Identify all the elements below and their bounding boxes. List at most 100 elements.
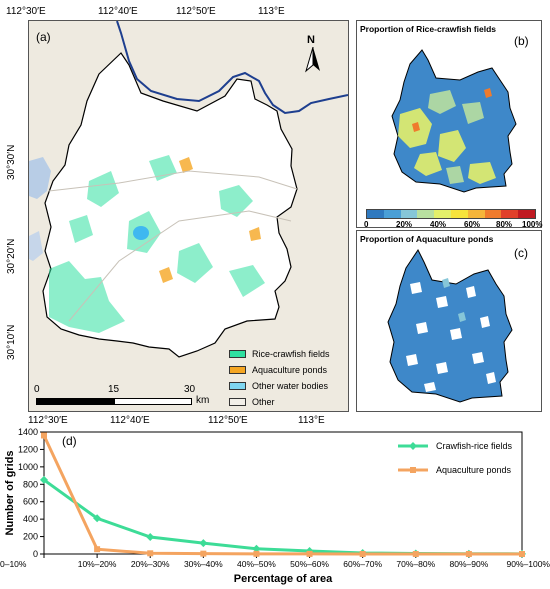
x-tick-label: 70%–80% bbox=[396, 559, 435, 569]
main-map bbox=[29, 21, 348, 411]
y-tick-label: 200 bbox=[23, 532, 38, 542]
legend-swatch bbox=[229, 350, 246, 358]
x-tick-label: 20%–30% bbox=[131, 559, 170, 569]
x-tick-label: 90%–100% bbox=[507, 559, 550, 569]
colorbar-tick: 40% bbox=[430, 220, 447, 229]
panel-label-d: (d) bbox=[62, 434, 77, 448]
data-point bbox=[146, 533, 155, 542]
top-longitude-tick: 113°E bbox=[258, 6, 285, 17]
road bbox=[68, 210, 292, 322]
y-tick-label: 400 bbox=[23, 514, 38, 524]
river bbox=[116, 21, 348, 115]
panel-b-title: Proportion of Rice-crawfish fields bbox=[360, 24, 497, 34]
data-point bbox=[465, 551, 472, 557]
top-longitude-tick: 112°50′E bbox=[176, 6, 216, 17]
panel-c-empty-cells bbox=[406, 282, 496, 392]
panel-label-b: (b) bbox=[514, 34, 529, 48]
data-point bbox=[93, 514, 102, 523]
legend-swatch bbox=[229, 382, 246, 390]
y-axis-label: Number of grids bbox=[4, 451, 16, 536]
colorbar-segment bbox=[450, 210, 468, 218]
legend-label: Crawfish-rice fields bbox=[436, 441, 513, 451]
data-point bbox=[41, 432, 47, 439]
map-legend: Rice-crawfish fields Aquaculture ponds O… bbox=[229, 348, 347, 410]
bottom-longitude-tick: 112°30′E bbox=[28, 415, 68, 426]
panel-b-high-values bbox=[398, 108, 496, 184]
colorbar-tick: 80% bbox=[496, 220, 513, 229]
top-longitude-tick: 112°30′E bbox=[6, 6, 46, 17]
panel-c-map bbox=[387, 249, 513, 403]
scale-label: 30 bbox=[184, 384, 196, 395]
bottom-longitude-tick: 112°40′E bbox=[110, 415, 150, 426]
colorbar-tick: 0 bbox=[364, 220, 369, 229]
data-point bbox=[199, 539, 208, 548]
legend-label: Rice-crawfish fields bbox=[252, 349, 330, 359]
x-tick-label: 30%–40% bbox=[184, 559, 223, 569]
x-tick-label: 50%–60% bbox=[290, 559, 329, 569]
y-tick-label: 1200 bbox=[18, 444, 38, 454]
colorbar-segment bbox=[518, 210, 535, 218]
legend-item-other-water: Other water bodies bbox=[229, 380, 328, 392]
colorbar-tick: 100% bbox=[522, 220, 543, 229]
y-tick-label: 1400 bbox=[18, 428, 38, 437]
y-tick-label: 0 bbox=[33, 549, 38, 559]
scale-label: 15 bbox=[108, 384, 120, 395]
left-latitude-tick: 30°20′N bbox=[6, 238, 17, 274]
scale-label: 0 bbox=[34, 384, 40, 395]
line-chart: 0 200 400 600 800 1000 1200 1400 0–10% 10%–20% 20%… bbox=[0, 428, 550, 585]
x-tick-label: 10%–20% bbox=[78, 559, 117, 569]
panel-label-c: (c) bbox=[514, 246, 528, 260]
y-tick-label: 800 bbox=[23, 479, 38, 489]
legend-label: Other bbox=[252, 397, 275, 407]
data-point bbox=[519, 551, 525, 557]
data-point bbox=[306, 550, 313, 557]
data-point bbox=[200, 550, 207, 557]
scale-bar-black bbox=[36, 398, 116, 405]
colorbar-ticks: 0 20% 40% 60% 80% 100% bbox=[362, 220, 544, 230]
x-tick-label: 40%–50% bbox=[237, 559, 276, 569]
y-tick-label: 600 bbox=[23, 497, 38, 507]
colorbar-segment bbox=[484, 210, 502, 218]
aquaculture-ponds bbox=[159, 157, 261, 283]
data-point bbox=[252, 544, 261, 553]
road bbox=[48, 170, 298, 192]
legend-item-other: Other bbox=[229, 396, 275, 408]
north-arrow: N bbox=[304, 34, 322, 74]
data-point bbox=[147, 550, 154, 557]
colorbar-segment bbox=[367, 210, 384, 218]
legend-label: Aquaculture ponds bbox=[252, 365, 328, 375]
data-point bbox=[253, 550, 260, 557]
colorbar bbox=[366, 209, 536, 219]
colorbar-segment bbox=[467, 210, 485, 218]
scale-bar-white bbox=[114, 398, 192, 405]
data-point bbox=[359, 551, 366, 557]
legend-marker bbox=[409, 442, 417, 450]
colorbar-segment bbox=[434, 210, 451, 218]
lake bbox=[29, 157, 51, 199]
y-tick-label: 1000 bbox=[18, 462, 38, 472]
panel-c-light-cells bbox=[442, 278, 466, 322]
data-point bbox=[412, 551, 419, 557]
north-label: N bbox=[307, 34, 315, 46]
x-tick-label: 0–10% bbox=[0, 559, 27, 569]
lake bbox=[29, 231, 43, 261]
other-water-body bbox=[133, 226, 149, 240]
colorbar-tick: 60% bbox=[464, 220, 481, 229]
legend-item-rice-crawfish: Rice-crawfish fields bbox=[229, 348, 330, 360]
data-point bbox=[94, 546, 101, 553]
colorbar-tick: 20% bbox=[396, 220, 413, 229]
scale-bar: 0 15 30 km bbox=[34, 384, 234, 408]
x-tick-label: 60%–70% bbox=[343, 559, 382, 569]
panel-label-a: (a) bbox=[36, 30, 51, 44]
top-longitude-tick: 112°40′E bbox=[98, 6, 138, 17]
data-point bbox=[40, 475, 48, 484]
left-latitude-tick: 30°30′N bbox=[6, 144, 17, 180]
region-boundary bbox=[42, 52, 298, 358]
legend-marker bbox=[410, 467, 416, 473]
bottom-longitude-tick: 112°50′E bbox=[208, 415, 248, 426]
rice-crawfish-fields bbox=[49, 155, 265, 333]
series-line bbox=[43, 478, 523, 556]
legend-label: Aquaculture ponds bbox=[436, 465, 512, 475]
colorbar-segment bbox=[383, 210, 401, 218]
colorbar-segment bbox=[501, 210, 519, 218]
